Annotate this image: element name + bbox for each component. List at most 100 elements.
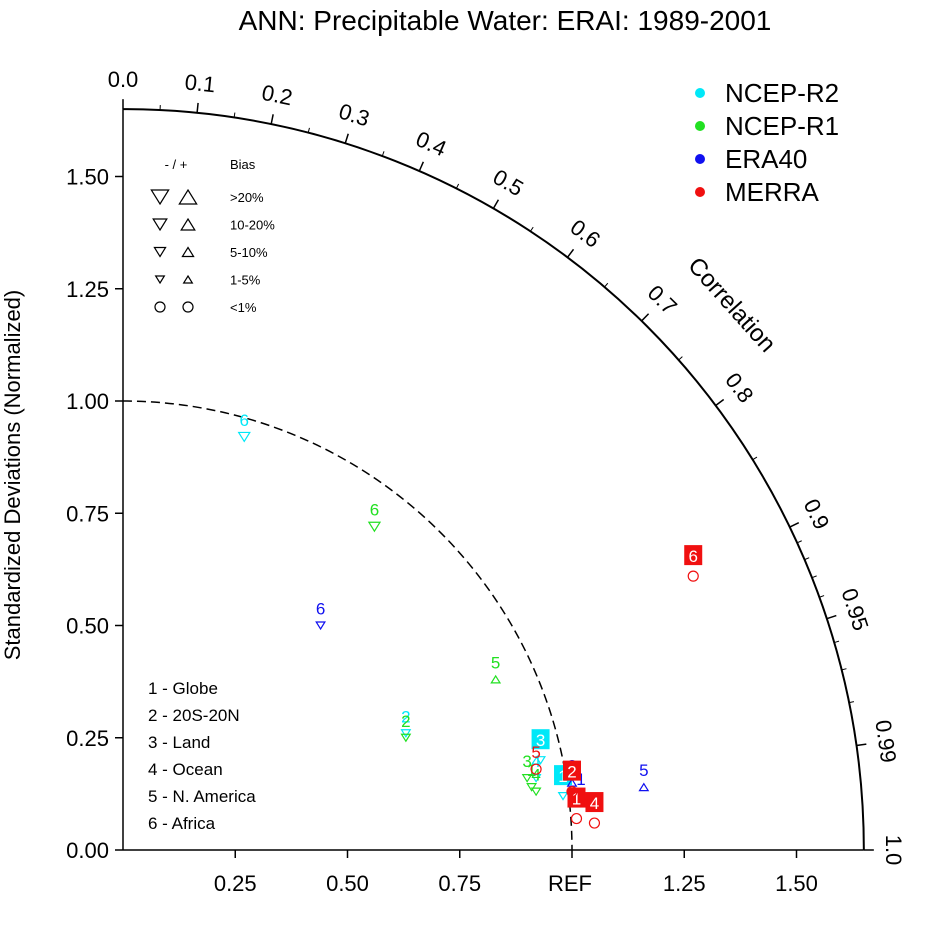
legend-label: ERA40 [725,144,807,174]
data-point-marker [570,812,583,825]
data-point-label-box [585,792,604,813]
ref-label: REF [548,871,592,896]
correlation-tick-label: 0.9 [799,495,835,533]
correlation-tick-label: 0.95 [836,585,873,633]
data-point-label: 3 [522,752,531,771]
data-point-marker [530,763,542,775]
data-point-label: 5 [639,761,648,780]
y-tick-label: 1.25 [66,277,109,302]
bias-positive-marker [178,188,198,205]
y-axis-label: Standardized Deviations (Normalized) [0,290,25,661]
y-tick-label: 0.50 [66,614,109,639]
correlation-tick-label: 0.2 [260,80,295,111]
correlation-tick-label: 1.0 [881,835,906,866]
bias-negative-marker [154,275,166,285]
case-legend-item: 4 - Ocean [148,760,223,779]
case-legend-item: 6 - Africa [148,814,216,833]
legend-label: NCEP-R2 [725,78,839,108]
data-point-label: 4 [590,794,599,813]
correlation-tick-label: 0.3 [336,98,373,131]
correlation-tick [715,398,725,407]
data-point-label-box [684,545,703,566]
data-point-label: 4 [531,752,540,771]
bias-legend-header: Bias [230,157,256,172]
data-point-marker [315,621,326,631]
correlation-tick-label: 0.5 [489,164,528,201]
correlation-tick [418,161,425,172]
data-point-label: 2 [401,712,410,731]
data-point-marker [367,521,382,533]
x-tick-label: 0.75 [438,871,481,896]
x-tick-label: 0.25 [214,871,257,896]
correlation-tick [856,743,867,747]
data-point-marker [588,817,601,829]
y-tick-label: 0.75 [66,501,109,526]
series-era40: 1256 [315,600,650,801]
bias-negative-marker [153,246,167,258]
legend-label: MERRA [725,177,820,207]
x-tick-label: 0.50 [326,871,369,896]
correlation-tick-label: 0.1 [184,69,217,97]
data-point-marker [687,570,699,582]
correlation-minor-tick [804,557,810,561]
correlation-minor-tick [811,575,817,579]
data-point-label-box [563,760,581,781]
bias-legend-title: - / + [165,157,188,172]
data-point-marker [530,787,542,797]
y-tick-label: 1.00 [66,389,109,414]
correlation-minor-tick [381,151,385,157]
data-point-marker [521,774,533,783]
case-legend-item: 3 - Land [148,733,210,752]
data-point-label: 6 [239,411,248,430]
data-point-label: 2 [401,707,410,726]
correlation-tick-label: 0.0 [108,67,139,92]
legend-swatch [695,187,705,197]
bias-positive-marker [180,217,196,231]
correlation-minor-tick [841,668,847,671]
correlation-minor-tick [233,112,236,118]
legend-label: NCEP-R1 [725,111,839,141]
correlation-arc [122,108,865,851]
correlation-minor-tick [455,183,460,189]
legend-swatch [695,88,705,98]
correlation-tick [789,522,800,528]
correlation-tick-label: 0.7 [643,280,682,319]
data-point-marker [400,729,412,738]
bias-legend-label: 1-5% [230,273,261,288]
data-point-marker [566,786,578,798]
data-point-marker [237,431,251,443]
legend-swatch [695,121,705,131]
bias-legend-label: <1% [230,300,257,315]
correlation-minor-tick [796,540,802,544]
x-tick-label: 1.25 [663,871,706,896]
chart-title: ANN: Precipitable Water: ERAI: 1989-2001 [239,5,772,36]
data-point-marker [535,756,546,765]
case-legend-item: 1 - Globe [148,679,218,698]
bias-negative-marker [154,301,166,313]
correlation-tick-label: 0.8 [720,368,758,407]
data-point-label: 1 [572,790,581,809]
correlation-tick [566,248,575,258]
correlation-minor-tick [678,356,683,361]
data-point-label: 2 [567,763,576,782]
legend-swatch [695,154,705,164]
bias-negative-marker [150,189,170,206]
y-tick-label: 1.50 [66,165,109,190]
bias-positive-marker [182,301,194,313]
correlation-axis-label: Correlation [682,252,780,357]
data-point-label: 6 [688,547,697,566]
data-point-marker [490,674,502,684]
correlation-tick [196,102,199,113]
correlation-tick [344,133,349,144]
data-point-label: 5 [491,653,500,672]
case-legend-item: 2 - 20S-20N [148,706,240,725]
correlation-tick [270,114,274,125]
correlation-minor-tick [848,701,855,704]
bias-legend-label: 5-10% [230,245,268,260]
bias-positive-marker [181,246,195,258]
correlation-tick-label: 0.6 [566,214,605,252]
bias-positive-marker [182,274,194,284]
